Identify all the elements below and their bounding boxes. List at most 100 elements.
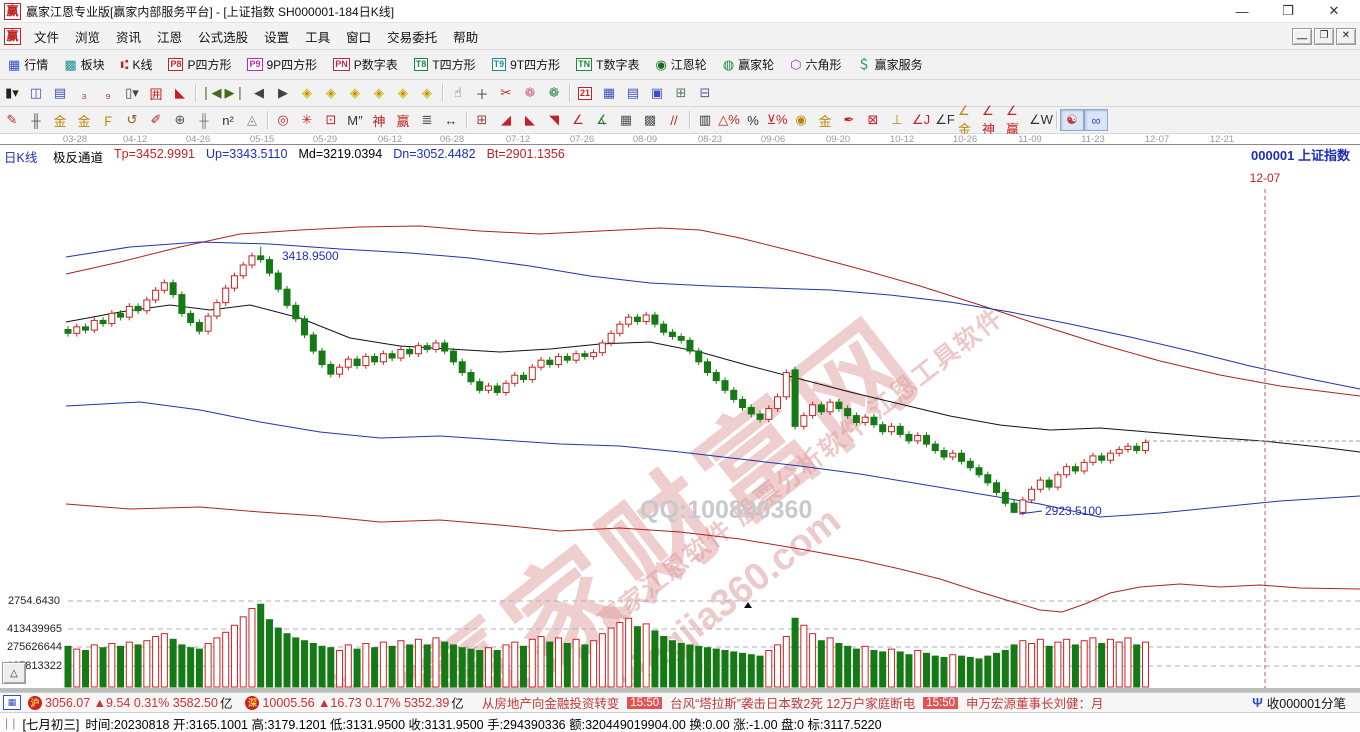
angle-shen-icon[interactable]: ∠神 — [982, 102, 996, 137]
pen-grid-icon[interactable]: ✐ — [150, 112, 162, 127]
circle-cross-icon[interactable]: ⊕ — [174, 112, 186, 127]
taiji-icon[interactable]: ☯ — [1060, 109, 1084, 131]
expand-volume-button[interactable]: △ — [2, 662, 26, 684]
shift-right-icon[interactable]: ◈ — [326, 85, 336, 100]
line-grid-icon[interactable]: ╫ — [199, 112, 209, 128]
shift-left-icon[interactable]: ◈ — [302, 85, 312, 100]
candle-period-icon[interactable]: ▯▾ — [125, 85, 139, 100]
angle-ying-icon[interactable]: ∠赢 — [1006, 102, 1020, 137]
percent-tri-icon[interactable]: △% — [718, 112, 740, 127]
chart-area[interactable]: 赢家财富网 赢家江恩软件 股票分析软件·江恩工具软件 赢家江恩软件 www.yi… — [0, 134, 1360, 692]
spiral-icon[interactable]: ↺ — [126, 112, 138, 127]
tb-sectors[interactable]: ▩ 板块 — [56, 53, 112, 76]
kline-chart-canvas[interactable]: 03-28 04-12 04-26 05-15 05-29 06-12 06-28 07-12… — [0, 134, 1360, 692]
next-bar-icon[interactable]: ▶ — [278, 85, 288, 100]
gann-star-icon[interactable]: ✳ — [301, 112, 313, 127]
quote-grid-icon[interactable]: ▦ — [3, 695, 21, 710]
ink-pen-icon[interactable]: ✒ — [843, 112, 855, 127]
menu-资讯[interactable]: 资讯 — [116, 30, 142, 45]
expand-horizontal-icon[interactable]: ◈ — [350, 85, 360, 100]
menu-江恩[interactable]: 江恩 — [157, 30, 183, 45]
tb-kline[interactable]: ⑆ K线 — [113, 53, 161, 76]
menu-交易委托[interactable]: 交易委托 — [387, 30, 438, 45]
last-bar-icon[interactable]: ▶❘ — [224, 85, 246, 100]
chart-9-icon[interactable]: ₉ — [105, 85, 111, 101]
tb-gann-wheel[interactable]: ◉ 江恩轮 — [647, 53, 714, 76]
infinity-icon[interactable]: ∞ — [1084, 109, 1108, 131]
menu-工具[interactable]: 工具 — [305, 30, 331, 45]
kline-style-icon[interactable]: ▮▾ — [5, 85, 19, 100]
ruler-123-icon[interactable]: ≣ — [421, 112, 433, 127]
red-fan-grid-icon[interactable]: ◥ — [549, 112, 559, 127]
crosshair-icon[interactable]: ＋ — [475, 86, 489, 102]
calculator-icon[interactable]: ▦ — [602, 85, 616, 100]
news-headline[interactable]: 从房地产向金融投资转变 — [481, 697, 620, 711]
prev-bar-icon[interactable]: ◀ — [254, 85, 264, 100]
angle-check-icon[interactable]: ∡ — [596, 112, 608, 127]
gann-compass-icon[interactable]: ◎ — [277, 112, 289, 127]
boxed-star-icon[interactable]: ⊡ — [325, 112, 337, 127]
calendar-icon[interactable]: 21 — [573, 82, 597, 104]
fan-triangle-icon[interactable]: ◬ — [247, 112, 257, 127]
tb-p-number-table[interactable]: PN P数字表 — [325, 53, 406, 76]
restore-button[interactable]: ❐ — [1282, 3, 1294, 18]
f10-document-icon[interactable]: ▤ — [53, 85, 67, 100]
tb-winner-wheel[interactable]: ◍ 赢家轮 — [715, 53, 782, 76]
width-measure-icon[interactable]: ↔ — [444, 112, 458, 128]
news-headline[interactable]: 申万宏源董事长刘健：月 — [966, 697, 1104, 711]
neural-green-icon[interactable]: ❁ — [548, 85, 560, 100]
f-grid-icon[interactable]: Ｆ — [101, 113, 115, 129]
angle-gold-icon[interactable]: ∠金 — [958, 102, 972, 137]
shen-grid-icon[interactable]: 神 — [372, 113, 386, 129]
red-fan-icon[interactable]: ◢ — [501, 112, 511, 127]
tb-hexagon[interactable]: ⬡ 六角形 — [782, 53, 849, 76]
neural-pink-icon[interactable]: ❁ — [524, 85, 536, 100]
network-view-icon[interactable]: ◫ — [29, 85, 43, 100]
news-headline[interactable]: 台风“塔拉斯”袭击日本致2死 12万户家庭断电 — [670, 697, 916, 711]
percent-table-icon[interactable]: ▥ — [698, 112, 712, 127]
ruler-grid-icon[interactable]: ╫ — [31, 112, 41, 128]
gold-grid-1-icon[interactable]: 金 — [53, 113, 67, 129]
slash-lines-icon[interactable]: // — [670, 112, 678, 128]
gold-grid-2-icon[interactable]: 金 — [77, 113, 91, 129]
grid-boxed-icon[interactable]: ▩ — [643, 112, 657, 127]
tb-9t-square[interactable]: T9 9T四方形 — [484, 53, 569, 76]
menu-设置[interactable]: 设置 — [264, 30, 290, 45]
angle-w-icon[interactable]: ∠W — [1029, 112, 1053, 127]
tb-9p-square[interactable]: P9 9P四方形 — [239, 53, 325, 76]
child-close-button[interactable]: ✕ — [1336, 27, 1356, 45]
compress-vertical-icon[interactable]: ◈ — [422, 85, 432, 100]
tb-winner-service[interactable]: ＄赢家服务 — [850, 53, 931, 76]
tb-p-square[interactable]: P8 P四方形 — [160, 53, 239, 76]
red-x-grid-icon[interactable]: ⊠ — [867, 112, 879, 127]
minimize-button[interactable]: — — [1235, 3, 1249, 19]
expand-vertical-icon[interactable]: ◈ — [398, 85, 408, 100]
drag-hand-icon[interactable]: ☝ — [454, 85, 462, 100]
first-bar-icon[interactable]: ❘◀ — [200, 85, 222, 100]
menu-公式选股[interactable]: 公式选股 — [198, 30, 249, 45]
menu-帮助[interactable]: 帮助 — [453, 30, 479, 45]
n-square-icon[interactable]: n² — [222, 112, 234, 128]
save-icon[interactable]: ▣ — [650, 85, 664, 100]
angle-f-icon[interactable]: ∠F — [935, 112, 955, 127]
news-marquee[interactable]: 从房地产向金融投资转变 15:50 台风“塔拉斯”袭击日本致2死 12万户家庭断电 1… — [474, 693, 1248, 712]
color-chart-icon[interactable]: ◣ — [175, 85, 185, 100]
gold-coin-icon[interactable]: ◉ — [795, 112, 807, 127]
menu-浏览[interactable]: 浏览 — [75, 30, 101, 45]
tb-t-number-table[interactable]: TN T数字表 — [568, 53, 647, 76]
gold-line-icon[interactable]: 金 — [818, 113, 832, 129]
percent-line-icon[interactable]: ⊻% — [766, 112, 788, 127]
grid-large-icon[interactable]: ▦ — [619, 112, 633, 127]
child-restore-button[interactable]: ❐ — [1314, 27, 1334, 45]
compress-horizontal-icon[interactable]: ◈ — [374, 85, 384, 100]
tb-market-quotes[interactable]: ▦ 行情 — [0, 53, 56, 76]
export-report-icon[interactable]: ⊟ — [699, 85, 711, 100]
angle-j-icon[interactable]: ∠J — [911, 112, 931, 127]
red-fan-box-icon[interactable]: ◣ — [525, 112, 535, 127]
chart-3-icon[interactable]: ₃ — [81, 85, 87, 101]
gold-under-icon[interactable]: ⊥ — [891, 112, 903, 127]
gann-grid-icon[interactable]: 囲 — [149, 86, 163, 102]
box-measure-icon[interactable]: ⊞ — [476, 112, 488, 127]
menu-文件[interactable]: 文件 — [34, 30, 60, 45]
tb-t-square[interactable]: T8 T四方形 — [406, 53, 484, 76]
